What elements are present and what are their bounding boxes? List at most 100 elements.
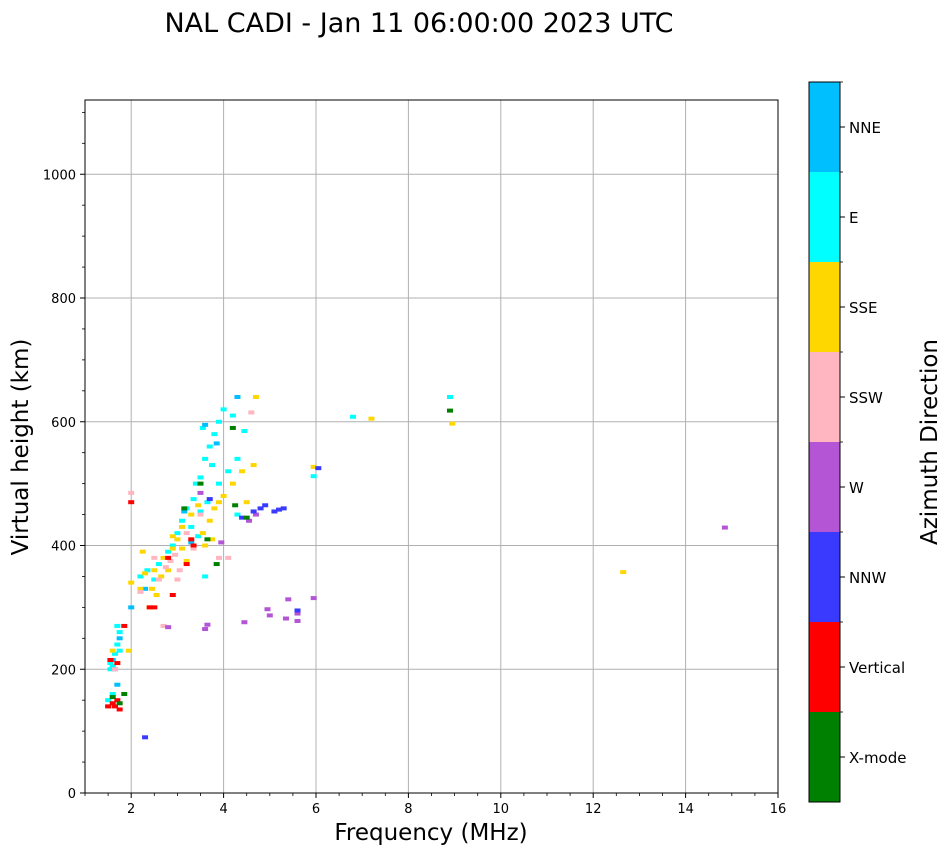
data-point-e [310, 474, 317, 479]
x-tick-label: 2 [127, 802, 135, 817]
data-point-e [234, 512, 241, 517]
data-point-ssw [174, 577, 181, 582]
data-point-e [225, 469, 232, 474]
colorbar-label: E [849, 209, 858, 227]
x-axis-label: Frequency (MHz) [334, 820, 527, 846]
data-point-sse [169, 546, 176, 551]
y-tick-label: 600 [51, 416, 76, 431]
data-point-nnw [280, 506, 287, 511]
data-point-nne [234, 395, 241, 399]
data-point-e [197, 475, 204, 480]
data-point-sse [153, 593, 160, 597]
data-point-e [211, 432, 218, 437]
data-point-sse [169, 534, 176, 539]
colorbar-label: X-mode [849, 749, 906, 767]
x-tick-label: 10 [493, 802, 510, 817]
data-point-vertical [190, 543, 197, 548]
data-point-w [218, 540, 225, 545]
data-point-sse [368, 416, 375, 421]
data-point-sse [109, 648, 116, 653]
data-point-nne [188, 540, 195, 545]
data-point-sse [250, 463, 257, 468]
data-point-x-mode [446, 408, 453, 413]
colorbar-label: SSW [849, 389, 883, 407]
colorbar-label: NNW [849, 569, 886, 587]
data-point-ssw [215, 555, 222, 560]
data-point-w [294, 618, 301, 623]
data-point-ssw [160, 623, 167, 628]
data-point-w [197, 490, 204, 495]
data-point-sse [137, 586, 144, 591]
data-point-nnw [142, 735, 149, 740]
data-point-vertical [109, 701, 116, 706]
data-point-ssw [162, 565, 169, 570]
data-point-e [174, 531, 181, 536]
data-point-nne [202, 422, 209, 427]
data-point-sse [174, 537, 181, 542]
x-tick-label: 8 [404, 802, 412, 817]
data-point-x-mode [229, 425, 236, 430]
data-point-vertical [121, 623, 128, 628]
data-point-nnw [257, 506, 264, 511]
y-tick-label: 1000 [43, 168, 76, 183]
data-point-w [721, 525, 728, 530]
data-point-w [202, 627, 209, 632]
data-point-e [234, 456, 241, 461]
data-point-e [215, 419, 222, 424]
y-axis-ticks: 0 200 400 600 800 1000 [43, 111, 85, 802]
data-point-w [282, 616, 289, 621]
colorbar-segment [809, 352, 840, 442]
data-point-x-mode [121, 692, 128, 696]
plot-background [85, 100, 778, 793]
data-point-sse [179, 546, 186, 551]
colorbar-label: W [849, 479, 864, 497]
data-point-w [246, 518, 253, 523]
data-point-ssw [112, 667, 119, 672]
grid-lines [85, 100, 779, 794]
data-point-e [197, 509, 204, 514]
data-point-sse [148, 586, 155, 591]
data-point-sse [165, 568, 172, 573]
data-point-sse [215, 500, 222, 505]
data-point-ssw [128, 490, 135, 495]
data-point-w [204, 622, 211, 627]
data-point-w [241, 620, 248, 625]
data-point-e [206, 444, 213, 449]
data-point-vertical [146, 605, 153, 610]
x-tick-label: 4 [219, 802, 227, 817]
data-point-e [202, 574, 209, 579]
data-point-vertical [169, 593, 176, 597]
data-point-e [151, 577, 158, 582]
colorbar: X-mode Vertical NNW W SSW SSE E NNE [808, 81, 906, 803]
data-point-e [114, 642, 121, 647]
data-point-e [202, 456, 209, 461]
colorbar-segment [809, 442, 840, 532]
data-point-w [310, 596, 317, 601]
y-tick-label: 400 [51, 540, 76, 555]
data-point-sse [211, 506, 218, 511]
data-point-e [155, 562, 162, 567]
colorbar-segment [809, 172, 840, 262]
data-point-e [105, 698, 112, 703]
data-point-e [107, 667, 114, 672]
data-point-ssw [190, 546, 197, 551]
data-point-w [266, 613, 273, 618]
data-point-sse [206, 518, 213, 523]
data-point-e [229, 413, 236, 418]
data-point-e [107, 661, 114, 666]
data-point-e [109, 692, 116, 696]
colorbar-segment [809, 82, 840, 172]
data-point-sse [310, 464, 317, 469]
data-point-ssw [176, 568, 183, 573]
data-point-e [137, 574, 144, 579]
data-point-ssw [167, 558, 174, 563]
data-point-w [294, 611, 301, 616]
data-point-ssw [183, 531, 190, 536]
data-point-sse [195, 503, 202, 508]
data-point-vertical [183, 562, 190, 567]
data-point-nne [213, 441, 220, 446]
chart-title: NAL CADI - Jan 11 06:00:00 2023 UTC [164, 8, 673, 39]
data-point-e [204, 500, 211, 505]
data-point-sse [188, 512, 195, 517]
